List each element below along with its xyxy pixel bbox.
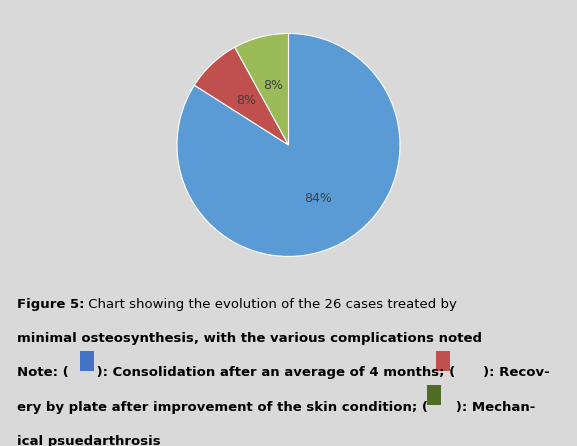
- Bar: [436, 351, 450, 371]
- Wedge shape: [235, 33, 288, 145]
- Bar: [80, 351, 94, 371]
- Text: Chart showing the evolution of the 26 cases treated by: Chart showing the evolution of the 26 ca…: [84, 298, 456, 311]
- Text: Figure 5:: Figure 5:: [17, 298, 85, 311]
- Text: ical psuedarthrosis: ical psuedarthrosis: [17, 435, 161, 446]
- Bar: [427, 385, 441, 405]
- Text: 8%: 8%: [263, 79, 283, 92]
- Wedge shape: [177, 33, 400, 256]
- Text: 8%: 8%: [237, 94, 257, 107]
- Text: Note: (      ): Consolidation after an average of 4 months; (      ): Recov-: Note: ( ): Consolidation after an averag…: [17, 367, 550, 380]
- Text: minimal osteosynthesis, with the various complications noted: minimal osteosynthesis, with the various…: [17, 332, 482, 345]
- Text: 84%: 84%: [304, 192, 332, 205]
- Text: ery by plate after improvement of the skin condition; (      ): Mechan-: ery by plate after improvement of the sk…: [17, 401, 535, 414]
- Wedge shape: [194, 47, 288, 145]
